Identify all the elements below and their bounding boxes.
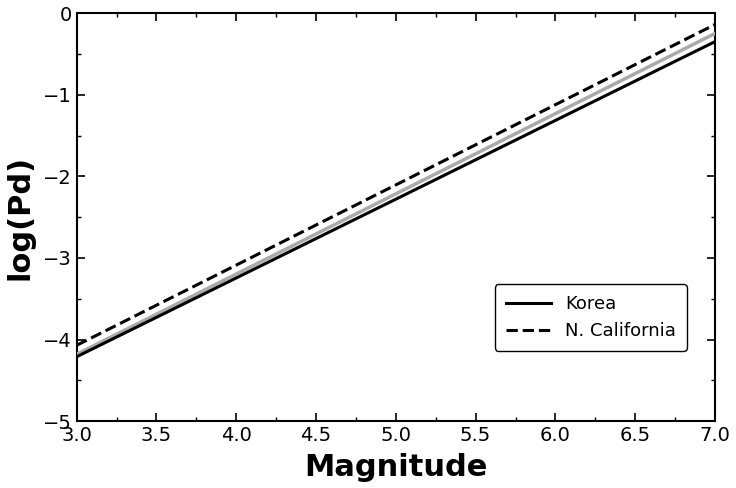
Y-axis label: log(Pd): log(Pd) <box>6 155 35 280</box>
N. California <box>375 190 384 196</box>
X-axis label: Magnitude: Magnitude <box>304 453 487 483</box>
Korea <box>696 46 704 52</box>
N. California <box>452 151 461 157</box>
Korea <box>452 166 461 172</box>
Korea <box>375 204 384 210</box>
Korea <box>710 39 719 44</box>
Korea <box>417 183 426 189</box>
Legend: Korea, N. California: Korea, N. California <box>495 285 687 351</box>
N. California <box>710 21 719 27</box>
Line: Korea: Korea <box>77 41 715 357</box>
N. California <box>379 188 388 194</box>
N. California <box>595 80 604 85</box>
N. California <box>72 343 81 348</box>
Line: N. California: N. California <box>77 24 715 346</box>
N. California <box>417 169 426 175</box>
Korea <box>72 354 81 360</box>
Korea <box>595 96 604 102</box>
N. California <box>696 29 704 35</box>
Korea <box>379 202 388 208</box>
